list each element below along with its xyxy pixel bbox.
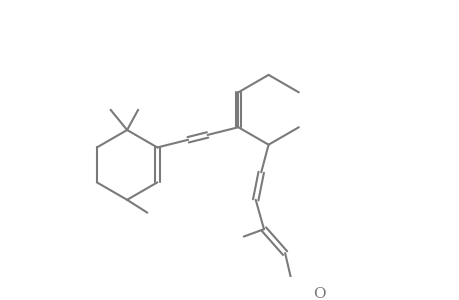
Text: O: O xyxy=(312,287,325,300)
